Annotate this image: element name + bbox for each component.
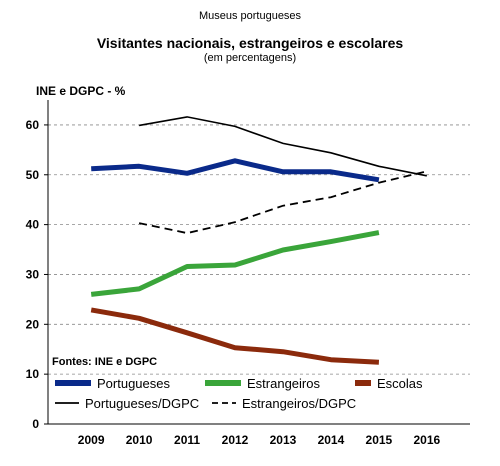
x-tick-label: 2009 xyxy=(78,433,105,447)
series-line-portugueses xyxy=(91,158,380,183)
chart-title: Visitantes nacionais, estrangeiros e esc… xyxy=(96,35,404,51)
x-tick-label: 2015 xyxy=(366,433,393,447)
y-tick-label: 60 xyxy=(26,118,40,132)
x-tick-label: 2011 xyxy=(174,433,200,447)
legend-label-portugueses: Portugueses xyxy=(97,376,170,391)
series-line-escolas xyxy=(90,307,380,365)
chart-subtitle: (em percentagens) xyxy=(203,52,297,64)
series-line-portugueses-dgpc xyxy=(138,116,427,177)
source-note: Fontes: INE e DGPC xyxy=(52,356,158,368)
y-tick-label: 50 xyxy=(26,168,40,182)
x-tick-label: 2014 xyxy=(318,433,345,447)
legend-label-escolas: Escolas xyxy=(377,376,423,391)
legend-label-portugueses-dgpc: Portugueses/DGPC xyxy=(85,396,199,411)
x-tick-label: 2010 xyxy=(126,433,153,447)
y-tick-label: 30 xyxy=(26,267,40,281)
legend-label-estrangeiros-dgpc: Estrangeiros/DGPC xyxy=(242,396,356,411)
y-tick-label: 40 xyxy=(26,218,40,232)
legend-label-estrangeiros: Estrangeiros xyxy=(247,376,320,391)
x-tick-label: 2012 xyxy=(222,433,249,447)
x-tick-label: 2013 xyxy=(270,433,297,447)
x-tick-label: 2016 xyxy=(413,433,440,447)
chart-supertitle: Museus portugueses xyxy=(198,10,302,22)
y-tick-label: 10 xyxy=(26,367,40,381)
series-line-estrangeiros xyxy=(90,230,380,297)
y-axis-label: INE e DGPC - % xyxy=(36,84,126,98)
series-line-estrangeiros-dgpc xyxy=(138,170,428,235)
y-tick-label: 0 xyxy=(32,417,39,431)
y-tick-label: 20 xyxy=(26,317,40,331)
